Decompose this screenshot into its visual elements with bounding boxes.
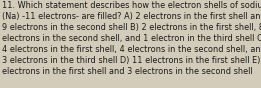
Text: 11. Which statement describes how the electron shells of sodium
(Na) -11 electro: 11. Which statement describes how the el… [2, 1, 261, 76]
